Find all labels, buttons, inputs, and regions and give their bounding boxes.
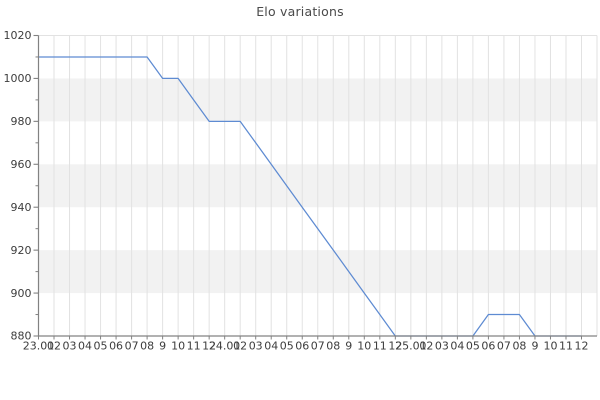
x-tick-label: 02 [47,340,61,353]
x-tick-label: 25.01 [395,340,427,353]
x-tick-label: 23.01 [23,340,55,353]
y-tick-label: 940 [11,201,32,214]
x-tick-label: 10 [543,340,557,353]
x-tick-label: 08 [140,340,154,353]
x-tick-label: 11 [559,340,573,353]
x-tick-label: 11 [187,340,201,353]
x-tick-label: 03 [63,340,77,353]
x-tick-label: 07 [497,340,511,353]
x-tick-label: 03 [249,340,263,353]
x-tick-label: 08 [512,340,526,353]
x-tick-label: 06 [295,340,309,353]
elo-line [38,56,582,337]
y-tick-label: 980 [11,115,32,128]
x-tick-label: 10 [357,340,371,353]
y-tick-label: 1000 [4,72,32,85]
x-tick-label: 24.01 [209,340,241,353]
x-tick-label: 05 [466,340,480,353]
x-tick-label: 9 [345,340,352,353]
x-tick-label: 04 [450,340,464,353]
x-tick-label: 07 [311,340,325,353]
x-tick-label: 04 [264,340,278,353]
x-tick-label: 10 [171,340,185,353]
x-tick-label: 9 [159,340,166,353]
x-tick-label: 12 [202,340,216,353]
y-tick-label: 920 [11,244,32,257]
x-tick-label: 05 [280,340,294,353]
x-tick-label: 05 [94,340,108,353]
y-tick-label: 900 [11,287,32,300]
x-tick-label: 02 [419,340,433,353]
y-tick-label: 960 [11,158,32,171]
x-tick-label: 07 [125,340,139,353]
x-tick-label: 12 [575,340,589,353]
y-tick-label: 1020 [4,29,32,42]
y-tick-label: 880 [11,330,32,343]
x-tick-label: 06 [109,340,123,353]
x-tick-label: 12 [388,340,402,353]
x-tick-label: 02 [233,340,247,353]
x-tick-label: 04 [78,340,92,353]
x-tick-label: 9 [531,340,538,353]
x-tick-label: 08 [326,340,340,353]
x-tick-label: 06 [481,340,495,353]
chart-title: Elo variations [256,4,344,19]
x-tick-label: 03 [435,340,449,353]
x-tick-label: 11 [373,340,387,353]
